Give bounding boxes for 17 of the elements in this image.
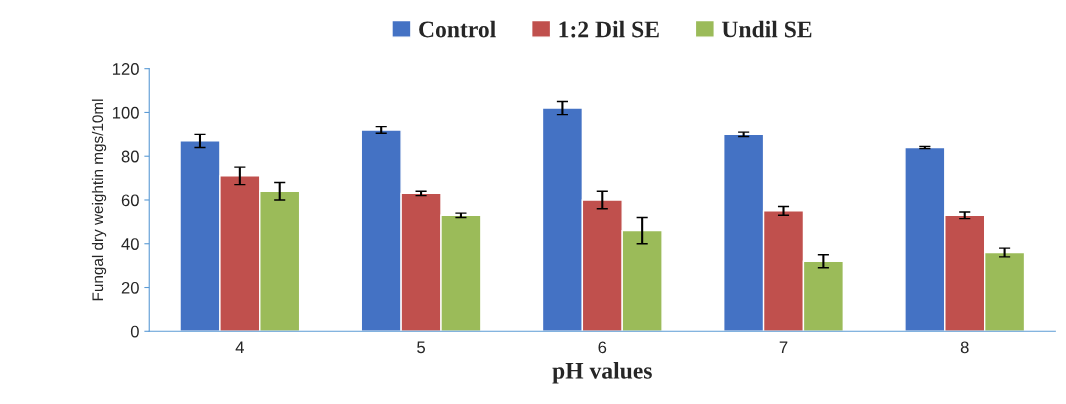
y-tick-label: 120 (112, 63, 139, 75)
y-tick-label: 80 (121, 150, 139, 163)
legend-label: 1:2 Dil SE (559, 20, 659, 38)
x-tick-label: 8 (960, 341, 969, 354)
x-tick-label: 4 (235, 341, 244, 354)
y-tick-label: 0 (130, 325, 139, 338)
y-tick-label: 100 (112, 106, 139, 119)
y-axis-title: Fungal dry weightin mgs/10ml (91, 99, 107, 301)
x-axis-title: pH values (552, 362, 652, 384)
x-tick-label: 5 (417, 341, 426, 354)
x-tick-label: 7 (779, 341, 788, 354)
y-tick-label: 20 (121, 281, 139, 294)
x-tick-label: 6 (598, 341, 607, 354)
y-tick-label: 40 (121, 238, 139, 250)
y-tick-label: 60 (121, 194, 139, 207)
legend-label: Undil SE (721, 20, 812, 38)
legend-label: Control (419, 20, 496, 38)
